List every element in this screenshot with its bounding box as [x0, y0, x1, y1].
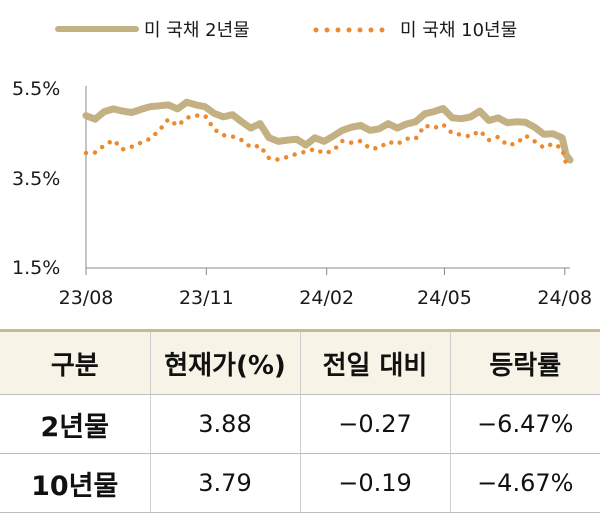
legend: 미 국채 2년물 미 국채 10년물 [55, 20, 517, 41]
y-tick-label: 1.5% [12, 257, 60, 279]
row-name: 2년물 [0, 394, 150, 454]
yield-chart: 미 국채 2년물 미 국채 10년물 5.5% 3.5% 1.5% 23/08 2… [12, 20, 592, 309]
x-tick-label: 24/05 [417, 287, 472, 309]
table-header-row: 구분 현재가(%) 전일 대비 등락률 [0, 329, 600, 395]
x-tick-label: 23/08 [59, 287, 114, 309]
row-change: −0.19 [299, 453, 450, 513]
x-tick-label: 24/08 [537, 287, 592, 309]
header-category: 구분 [0, 329, 150, 395]
x-tick-label: 23/11 [179, 287, 234, 309]
series-line-10y [83, 113, 573, 167]
yield-table: 구분 현재가(%) 전일 대비 등락률 2년물 3.88 −0.27 −6.47… [0, 329, 600, 513]
x-axis: 23/08 23/11 24/02 24/05 24/08 [59, 267, 592, 309]
x-tick-label: 24/02 [299, 287, 354, 309]
legend-label-10y: 미 국채 10년물 [400, 20, 517, 41]
table-row: 2년물 3.88 −0.27 −6.47% [0, 394, 600, 454]
header-rate: 등락률 [449, 329, 600, 395]
row-name: 10년물 [0, 453, 150, 513]
plot-area [82, 98, 574, 167]
header-price: 현재가(%) [149, 329, 300, 395]
row-change: −0.27 [299, 394, 450, 454]
y-axis: 5.5% 3.5% 1.5% [12, 78, 87, 279]
table-row: 10년물 3.79 −0.19 −4.67% [0, 453, 600, 513]
row-price: 3.88 [149, 394, 300, 454]
series-line-2y [82, 98, 574, 164]
header-change: 전일 대비 [299, 329, 450, 395]
row-price: 3.79 [149, 453, 300, 513]
y-tick-label: 3.5% [12, 168, 60, 190]
legend-label-2y: 미 국채 2년물 [144, 20, 250, 41]
row-rate: −6.47% [449, 394, 600, 454]
y-tick-label: 5.5% [12, 78, 60, 100]
